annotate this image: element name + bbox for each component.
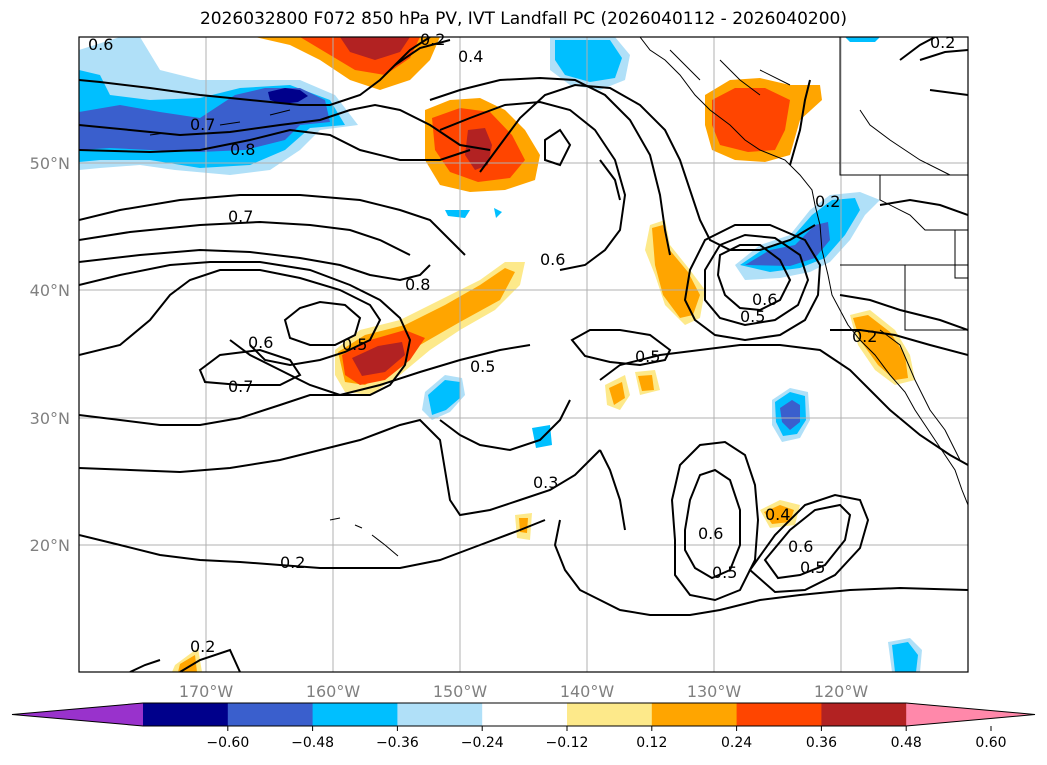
- lat-label: 50°N: [30, 154, 70, 173]
- contour-label: 0.3: [533, 473, 558, 492]
- contour-label: 0.8: [405, 275, 430, 294]
- colorbar-tick-label: −0.48: [291, 735, 334, 751]
- colorbar-tick-label: −0.36: [376, 735, 419, 751]
- longitude-labels: 170°W 160°W 150°W 140°W 130°W 120°W: [179, 682, 869, 701]
- colorbar-tick-label: 0.36: [806, 735, 837, 751]
- colorbar-outline: [11, 702, 1036, 727]
- colorbar-extend-max: [906, 703, 1035, 726]
- contour-label: 0.2: [190, 637, 215, 656]
- contour-label: 0.8: [230, 140, 255, 159]
- shading-negative-140w: [550, 37, 880, 90]
- lon-label: 140°W: [560, 682, 615, 701]
- contour-label: 0.5: [712, 563, 737, 582]
- shading-positive-127w: [705, 78, 822, 162]
- shading-positive-small: [172, 370, 800, 672]
- lat-label: 30°N: [30, 409, 70, 428]
- colorbar-segment: [567, 703, 653, 726]
- colorbar-tick-label: −0.12: [546, 735, 589, 751]
- contour-label: 0.7: [228, 377, 253, 396]
- lat-label: 20°N: [30, 536, 70, 555]
- shading-positive-north: [255, 37, 440, 90]
- lat-label: 40°N: [30, 281, 70, 300]
- shading-positive-band-35n: [335, 262, 525, 395]
- colorbar-segment: [651, 703, 738, 726]
- contour-label: 0.6: [698, 524, 723, 543]
- contour-label: 0.6: [752, 290, 777, 309]
- colorbar-tick-label: −0.60: [206, 735, 249, 751]
- contour-label: 0.6: [88, 35, 113, 54]
- colorbar-tick-label: −0.24: [461, 735, 504, 751]
- colorbar-segment: [143, 703, 229, 726]
- contour-label: 0.5: [470, 357, 495, 376]
- lon-label: 150°W: [433, 682, 488, 701]
- map-border: [78, 36, 969, 673]
- contour-label: 0.5: [342, 335, 367, 354]
- latitude-labels: 50°N 40°N 30°N 20°N: [30, 154, 70, 555]
- lon-label: 130°W: [687, 682, 742, 701]
- shading-negative-small: [422, 208, 922, 672]
- contour-label: 0.7: [228, 207, 253, 226]
- contour-lines: [79, 37, 968, 672]
- map-title: 2026032800 F072 850 hPa PV, IVT Landfall…: [199, 9, 847, 29]
- colorbar-segment: [227, 703, 314, 726]
- coastlines: [149, 37, 968, 557]
- contour-label: 0.6: [248, 333, 273, 352]
- lon-label: 170°W: [179, 682, 234, 701]
- colorbar-segment: [736, 703, 822, 726]
- contour-label: 0.4: [765, 505, 790, 524]
- contour-label: 0.2: [815, 192, 840, 211]
- colorbar-segment: [397, 703, 483, 726]
- contour-label: 0.7: [190, 115, 215, 134]
- colorbar-tick-label: 0.24: [721, 735, 752, 751]
- contour-label: 0.6: [540, 250, 565, 269]
- colorbar: −0.60 −0.48 −0.36 −0.24 −0.12 0.12 0.24 0.36 0.4…: [11, 702, 1036, 751]
- contour-label: 0.2: [280, 553, 305, 572]
- colorbar-segment: [821, 703, 907, 726]
- contour-label: 0.5: [740, 307, 765, 326]
- contour-label: 0.5: [635, 347, 660, 366]
- contour-label: 0.5: [800, 558, 825, 577]
- contour-label: 0.6: [788, 537, 813, 556]
- contour-label: 0.4: [458, 47, 483, 66]
- colorbar-tick-label: 0.48: [891, 735, 922, 751]
- colorbar-segment: [312, 703, 398, 726]
- colorbar-tick-label: 0.12: [636, 735, 667, 751]
- contour-label: 0.2: [420, 30, 445, 49]
- colorbar-extend-min: [12, 703, 143, 726]
- lon-label: 120°W: [814, 682, 869, 701]
- gridlines: [79, 37, 968, 672]
- contour-label-group: 0.6 0.4 0.2 0.7 0.8 0.7 0.8 0.6 0.6 0.7 …: [88, 30, 955, 656]
- colorbar-segment: [482, 703, 568, 726]
- contour-label: 0.2: [930, 33, 955, 52]
- lon-label: 160°W: [306, 682, 361, 701]
- contour-label: 0.2: [852, 327, 877, 346]
- shading-positive-134w: [645, 220, 705, 325]
- colorbar-tick-label: 0.60: [975, 735, 1006, 751]
